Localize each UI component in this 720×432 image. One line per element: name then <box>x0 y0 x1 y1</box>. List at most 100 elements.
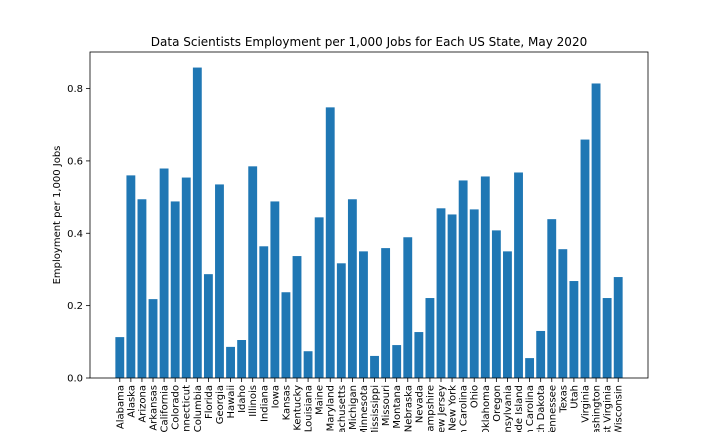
x-tick-label: Ohio <box>470 385 481 408</box>
bar <box>126 175 136 378</box>
x-tick-label: Texas <box>558 385 569 414</box>
bar <box>248 166 258 378</box>
x-tick-label: Oregon <box>492 385 503 422</box>
y-tick-label: 0.0 <box>67 374 83 385</box>
bar <box>514 172 523 378</box>
bar <box>569 281 579 378</box>
bar <box>181 177 191 378</box>
x-tick-label: West Virginia <box>603 385 614 432</box>
bar <box>281 292 291 378</box>
bar <box>137 199 147 378</box>
x-tick-label: Wisconsin <box>614 385 625 432</box>
x-tick-label: New Hampshire <box>425 385 436 432</box>
x-tick-label: Massachusetts <box>337 385 348 432</box>
x-tick-label: Utah <box>569 385 580 409</box>
y-tick-label: 0.6 <box>67 156 83 167</box>
bar <box>203 274 213 378</box>
x-tick-label: Georgia <box>215 385 226 424</box>
x-tick-label: New York <box>448 385 459 431</box>
bar <box>215 184 224 378</box>
bar <box>591 83 601 378</box>
x-tick-label: Illinois <box>248 385 259 417</box>
bar <box>292 256 302 378</box>
bar <box>192 67 202 379</box>
x-tick-label: Nebraska <box>403 385 414 432</box>
bar <box>381 248 391 378</box>
x-tick-label: Florida <box>204 385 215 419</box>
bar <box>536 330 546 378</box>
x-tick-label: Michigan <box>348 385 359 430</box>
x-tick-label: Minnesota <box>359 385 370 432</box>
bar <box>347 199 357 378</box>
y-axis-label: Employment per 1,000 Jobs <box>52 146 63 285</box>
x-tick-label: Pennsylvania <box>503 385 514 432</box>
bar <box>325 107 335 378</box>
bar <box>392 345 402 378</box>
x-tick-label: Tennessee <box>547 385 558 432</box>
x-tick-label: Hawaii <box>226 385 237 419</box>
bar <box>547 219 557 378</box>
x-tick-label: South Dakota <box>536 385 547 432</box>
x-tick-label: Colorado <box>171 385 182 430</box>
x-tick-label: California <box>160 385 171 432</box>
bar <box>447 214 457 378</box>
bar <box>159 168 169 378</box>
x-tick-label: South Carolina <box>525 385 536 432</box>
bar <box>403 237 413 378</box>
x-tick-label: Missouri <box>381 385 392 426</box>
x-tick-label: Rhode Island <box>514 385 525 432</box>
axes-frame <box>89 51 649 379</box>
bar <box>503 251 512 378</box>
bar <box>270 201 280 378</box>
bar <box>303 351 313 378</box>
x-tick-label: Arizona <box>137 385 148 423</box>
bar <box>425 298 435 378</box>
x-tick-label: Alabama <box>115 385 126 429</box>
x-tick-label: Maryland <box>326 385 337 431</box>
bar <box>370 355 379 378</box>
x-tick-label: Kentucky <box>293 385 304 431</box>
x-tick-label: Kansas <box>281 385 292 420</box>
bar <box>613 277 623 378</box>
bar <box>148 299 158 378</box>
bar <box>491 230 501 378</box>
bar <box>436 208 446 378</box>
bar <box>115 337 125 378</box>
bar <box>226 346 235 378</box>
bar <box>237 340 247 378</box>
bar <box>414 332 424 378</box>
x-tick-label: Oklahoma <box>481 385 492 432</box>
x-tick-label: Maine <box>315 385 326 415</box>
x-tick-label: Connecticut <box>182 385 193 432</box>
x-tick-label: Washington <box>592 385 603 432</box>
y-tick-label: 0.8 <box>67 84 83 95</box>
x-tick-label: New Jersey <box>436 385 447 432</box>
y-tick-label: 0.2 <box>67 301 83 312</box>
bar <box>580 139 590 378</box>
x-tick-label: Indiana <box>259 385 270 422</box>
x-tick-label: Nevada <box>414 385 425 423</box>
bar <box>170 201 180 378</box>
x-tick-label: Mississippi <box>370 385 381 432</box>
bar <box>469 209 479 378</box>
bar <box>314 217 324 378</box>
x-tick-label: Idaho <box>237 385 248 413</box>
x-tick-label: Montana <box>392 385 403 429</box>
bar <box>336 263 346 378</box>
x-tick-label: North Carolina <box>459 385 470 432</box>
x-tick-label: Iowa <box>270 385 281 408</box>
bar <box>525 358 535 378</box>
bar <box>259 246 269 378</box>
bar <box>480 176 490 378</box>
x-tick-label: District of Columbia <box>193 385 204 432</box>
x-tick-label: Louisiana <box>304 385 315 432</box>
bar <box>602 298 612 378</box>
y-tick-label: 0.4 <box>67 229 83 240</box>
x-tick-label: Virginia <box>580 385 591 423</box>
chart-title: Data Scientists Employment per 1,000 Job… <box>151 35 587 49</box>
bar <box>558 249 568 378</box>
x-tick-label: Alaska <box>126 385 137 418</box>
bar <box>458 180 468 378</box>
x-tick-label: Arkansas <box>149 385 160 431</box>
